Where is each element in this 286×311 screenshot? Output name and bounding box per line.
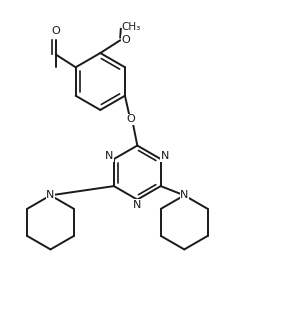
Text: N: N — [133, 200, 142, 210]
Text: CH₃: CH₃ — [121, 22, 141, 32]
Text: N: N — [161, 151, 169, 161]
Text: N: N — [46, 190, 55, 200]
Text: O: O — [121, 35, 130, 45]
Text: N: N — [105, 151, 114, 161]
Text: O: O — [127, 114, 136, 124]
Text: N: N — [180, 190, 188, 200]
Text: O: O — [51, 26, 60, 36]
